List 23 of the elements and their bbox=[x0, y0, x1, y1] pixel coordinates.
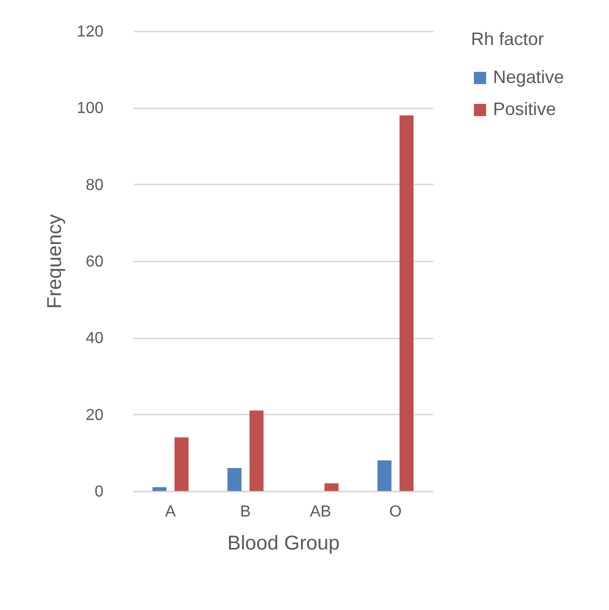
x-axis-title: Blood Group bbox=[227, 532, 340, 554]
bar bbox=[250, 410, 264, 491]
y-tick-label: 100 bbox=[76, 100, 104, 118]
bar bbox=[227, 468, 242, 491]
y-tick-label: 80 bbox=[86, 176, 104, 194]
y-tick-label: 0 bbox=[94, 484, 104, 500]
y-tick-label: 120 bbox=[76, 24, 104, 40]
x-tick-label: B bbox=[240, 504, 251, 520]
bar bbox=[174, 437, 189, 491]
bar bbox=[377, 460, 392, 491]
legend-title: Rh factor bbox=[471, 29, 544, 49]
legend-label: Negative bbox=[493, 67, 564, 87]
bar bbox=[400, 115, 414, 491]
y-tick-label: 40 bbox=[86, 330, 104, 348]
bar bbox=[152, 487, 166, 491]
x-tick-label: A bbox=[165, 504, 176, 520]
y-tick-label: 60 bbox=[86, 254, 104, 270]
x-tick-label: AB bbox=[310, 504, 332, 520]
x-tick-label: O bbox=[389, 504, 402, 520]
legend-label: Positive bbox=[493, 99, 556, 119]
y-axis-title: Frequency bbox=[44, 214, 66, 309]
y-tick-label: 20 bbox=[86, 406, 104, 424]
bar bbox=[324, 483, 339, 491]
